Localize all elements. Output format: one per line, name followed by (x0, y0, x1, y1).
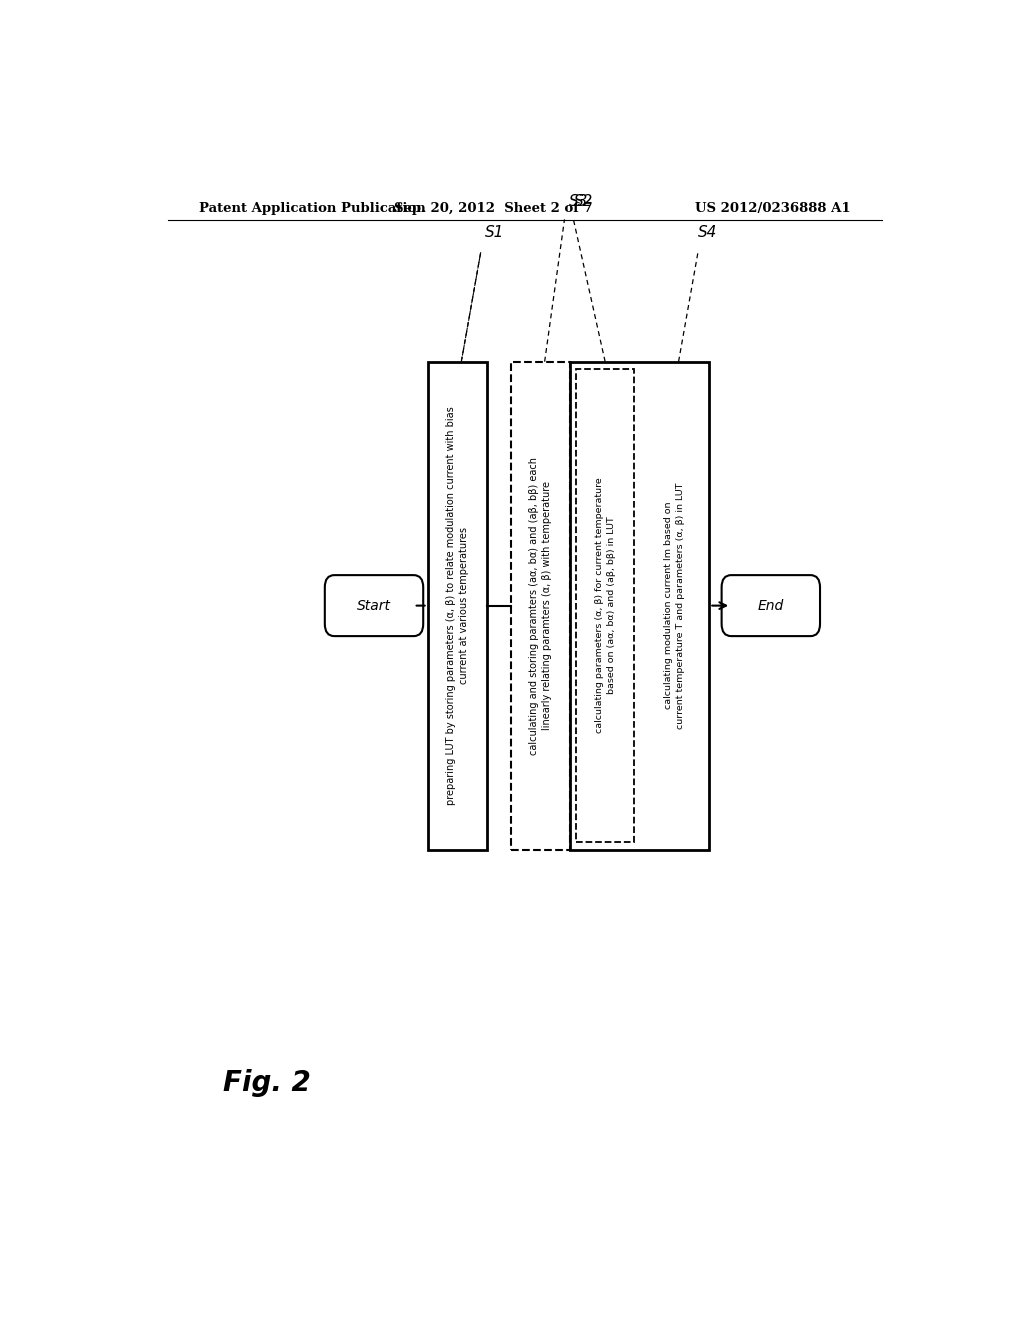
Text: S2: S2 (573, 194, 593, 209)
Bar (575, 368, 634, 842)
Text: calculating modulation current Im based on
current temperature T and parameters : calculating modulation current Im based … (665, 482, 685, 729)
Bar (428, 362, 487, 850)
Text: S1: S1 (485, 224, 505, 240)
Bar (511, 362, 570, 850)
FancyBboxPatch shape (325, 576, 423, 636)
Text: Patent Application Publication: Patent Application Publication (200, 202, 426, 215)
Text: Fig. 2: Fig. 2 (223, 1069, 311, 1097)
Text: US 2012/0236888 A1: US 2012/0236888 A1 (694, 202, 850, 215)
Text: S4: S4 (698, 224, 718, 240)
Text: Start: Start (357, 598, 391, 612)
Text: End: End (758, 598, 784, 612)
Text: calculating parameters (α, β) for current temperature
based on (aα, bα) and (aβ,: calculating parameters (α, β) for curren… (595, 478, 615, 734)
Text: Sep. 20, 2012  Sheet 2 of 7: Sep. 20, 2012 Sheet 2 of 7 (394, 202, 592, 215)
Text: S3: S3 (568, 194, 588, 209)
Bar (570, 362, 710, 850)
Text: preparing LUT by storing parameters (α, β) to relate modulation current with bia: preparing LUT by storing parameters (α, … (445, 407, 469, 805)
FancyBboxPatch shape (722, 576, 820, 636)
Text: calculating and storing paramters (aα, bα) and (aβ, bβ) each
linearly relating p: calculating and storing paramters (aα, b… (529, 457, 552, 755)
